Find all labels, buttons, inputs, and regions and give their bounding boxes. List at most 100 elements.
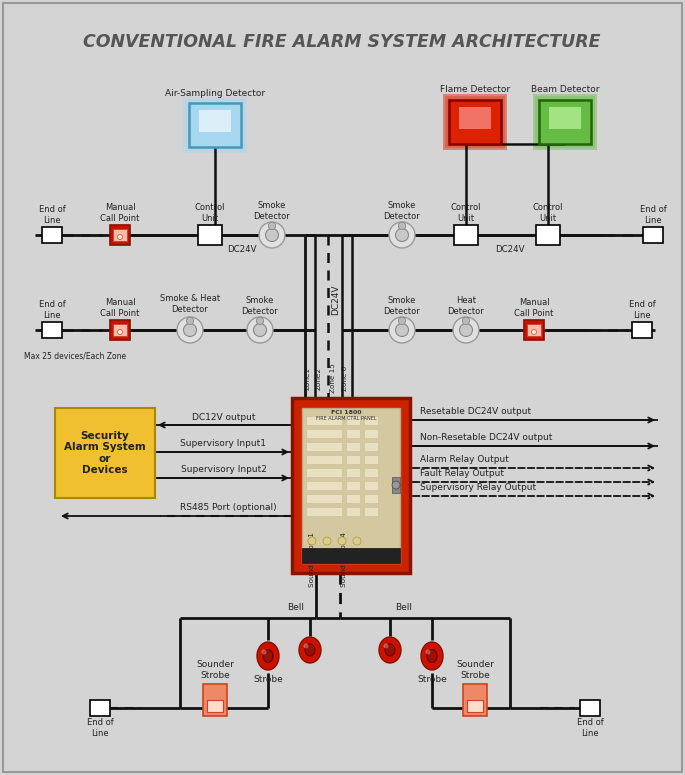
Text: End of
Line: End of Line [640, 205, 667, 225]
Ellipse shape [299, 637, 321, 663]
Circle shape [323, 537, 331, 545]
Bar [292, 398, 410, 573]
Bar [537, 98, 593, 146]
Text: Sounder
Strobe: Sounder Strobe [456, 660, 494, 680]
Text: Manual
Call Point: Manual Call Point [100, 298, 140, 318]
Text: Smoke
Detector: Smoke Detector [242, 296, 278, 315]
Text: Alarm Relay Output: Alarm Relay Output [420, 456, 509, 464]
Text: Supervisory Relay Output: Supervisory Relay Output [420, 484, 536, 492]
Bar [447, 98, 503, 146]
Bar [306, 429, 342, 438]
Bar [364, 507, 378, 516]
Bar [632, 322, 652, 338]
Bar [364, 455, 378, 464]
Circle shape [395, 323, 408, 336]
Circle shape [453, 317, 479, 343]
Text: Supervisory Input1: Supervisory Input1 [181, 439, 266, 449]
Circle shape [389, 222, 415, 248]
Text: End of
Line: End of Line [38, 205, 65, 225]
Bar [346, 468, 360, 477]
Bar [364, 416, 378, 425]
Text: Sound Output1: Sound Output1 [309, 532, 315, 587]
Circle shape [247, 317, 273, 343]
Bar [306, 507, 342, 516]
Bar [346, 507, 360, 516]
Bar [454, 225, 478, 245]
Bar [55, 408, 155, 498]
Text: DC24V: DC24V [495, 244, 525, 253]
Bar [183, 97, 247, 153]
Ellipse shape [305, 644, 315, 656]
Bar [535, 96, 595, 148]
Bar [189, 103, 241, 147]
Bar [306, 416, 342, 425]
Circle shape [259, 222, 285, 248]
Circle shape [118, 235, 123, 239]
Text: Flame Detector: Flame Detector [440, 85, 510, 95]
Text: Fault Relay Output: Fault Relay Output [420, 470, 504, 478]
Bar [580, 700, 600, 716]
Text: End of
Line: End of Line [38, 300, 65, 320]
Circle shape [118, 329, 123, 335]
Ellipse shape [425, 649, 430, 655]
Bar [306, 468, 342, 477]
Text: Control
Unit: Control Unit [533, 203, 563, 222]
Bar [187, 101, 243, 149]
Bar [533, 94, 597, 150]
Circle shape [392, 481, 400, 489]
Bar [364, 494, 378, 503]
Text: Smoke & Heat
Detector: Smoke & Heat Detector [160, 294, 220, 314]
Text: DC24V: DC24V [332, 284, 340, 315]
Bar [364, 442, 378, 451]
Text: CONVENTIONAL FIRE ALARM SYSTEM ARCHITECTURE: CONVENTIONAL FIRE ALARM SYSTEM ARCHITECT… [84, 33, 601, 51]
Bar [549, 107, 581, 129]
Bar [110, 225, 130, 245]
Text: Non-Resetable DC24V output: Non-Resetable DC24V output [420, 433, 552, 443]
Bar [346, 455, 360, 464]
Bar [392, 477, 400, 493]
Circle shape [186, 317, 194, 325]
Ellipse shape [262, 649, 266, 655]
Circle shape [462, 317, 470, 325]
Bar [467, 700, 483, 712]
Text: Heat
Detector: Heat Detector [447, 296, 484, 315]
Bar [110, 320, 130, 340]
Text: Security
Alarm System
or
Devices: Security Alarm System or Devices [64, 431, 146, 475]
Bar [113, 229, 127, 241]
Ellipse shape [384, 643, 388, 649]
Circle shape [269, 222, 275, 229]
Bar [346, 481, 360, 490]
Text: Manual
Call Point: Manual Call Point [100, 203, 140, 222]
Bar [364, 468, 378, 477]
Bar [306, 455, 342, 464]
Circle shape [266, 229, 279, 242]
Ellipse shape [257, 642, 279, 670]
Bar [443, 94, 507, 150]
Text: FCI 1800: FCI 1800 [331, 409, 361, 415]
Bar [346, 442, 360, 451]
Text: DC24V: DC24V [227, 244, 257, 253]
Bar [346, 416, 360, 425]
Bar [445, 96, 505, 148]
Bar [185, 99, 245, 151]
Text: Max 25 devices/Each Zone: Max 25 devices/Each Zone [24, 352, 126, 360]
Text: Resetable DC24V output: Resetable DC24V output [420, 408, 531, 416]
Bar [539, 100, 591, 144]
Text: Control
Unit: Control Unit [451, 203, 482, 222]
Text: RS485 Port (optional): RS485 Port (optional) [180, 504, 277, 512]
Text: Zone 6: Zone 6 [342, 365, 348, 391]
Bar [199, 109, 231, 132]
Text: Zone1: Zone1 [305, 367, 311, 390]
Bar [306, 494, 342, 503]
Text: Smoke
Detector: Smoke Detector [384, 296, 421, 315]
Bar [346, 494, 360, 503]
Ellipse shape [303, 643, 308, 649]
Text: Control
Unit: Control Unit [195, 203, 225, 222]
Text: End of
Line: End of Line [86, 718, 114, 738]
Bar [449, 100, 501, 144]
Text: Sounder
Strobe: Sounder Strobe [196, 660, 234, 680]
Text: Supervisory Input2: Supervisory Input2 [181, 466, 266, 474]
Text: Beam Detector: Beam Detector [531, 85, 599, 95]
Ellipse shape [263, 649, 273, 663]
Circle shape [338, 537, 346, 545]
